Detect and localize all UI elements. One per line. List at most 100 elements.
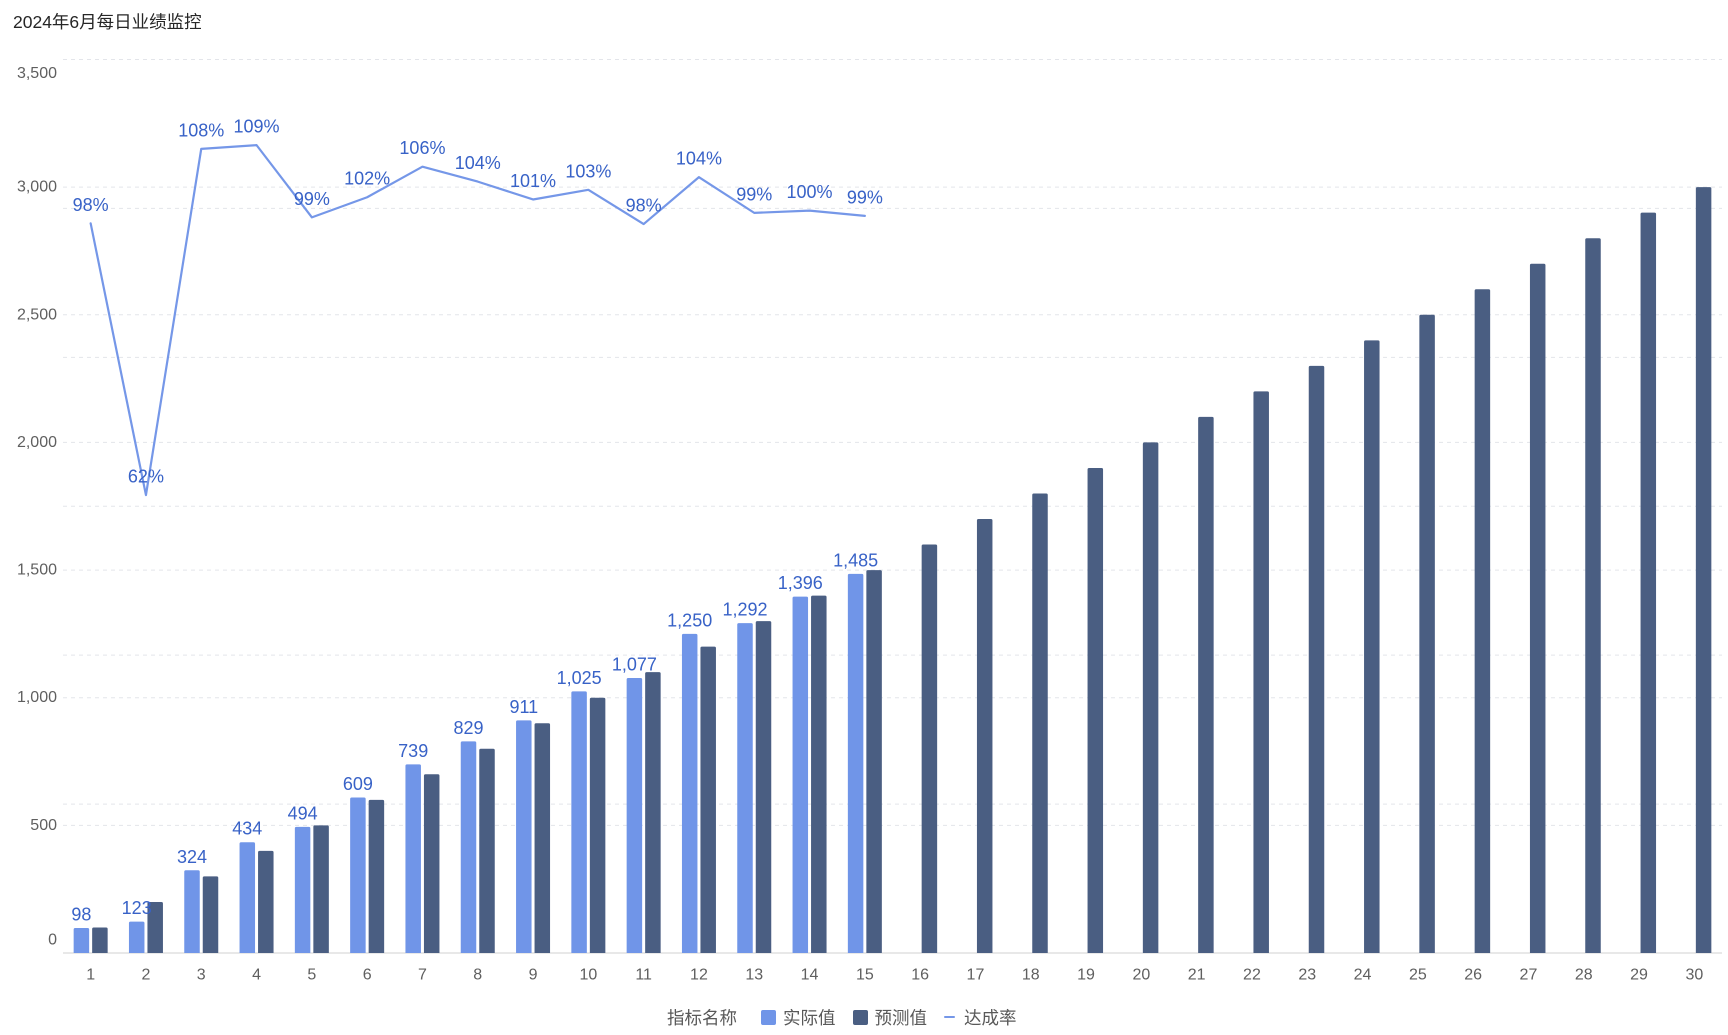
rate-point-day-10 — [585, 187, 591, 193]
bar-label-actual-day-12: 1,250 — [667, 610, 712, 630]
legend-swatch-actual — [761, 1009, 776, 1025]
x-tick-label: 17 — [967, 967, 985, 984]
legend-item-rate[interactable]: 达成率 — [944, 1005, 1017, 1030]
legend-swatch-forecast — [852, 1009, 868, 1025]
legend-item-forecast[interactable]: 预测值 — [852, 1005, 927, 1030]
x-tick-label: 3 — [197, 967, 206, 984]
rate-point-day-12 — [696, 174, 702, 180]
bar-forecast-day-25 — [1419, 314, 1435, 953]
bar-label-actual-day-11: 1,077 — [612, 655, 657, 675]
rate-label-day-9: 101% — [510, 171, 556, 191]
x-tick-label: 24 — [1354, 967, 1372, 984]
bar-actual-day-14 — [792, 596, 809, 953]
bar-forecast-day-10 — [589, 697, 606, 953]
bar-label-actual-day-6: 609 — [343, 774, 373, 794]
bar-series-forecast — [92, 187, 1712, 954]
x-tick-label: 20 — [1132, 967, 1150, 984]
x-axis-labels: 1 2 3 4 5 6 7 8 9 10 11 12 13 14 15 16 17 18 19 20 21 22 23 24 2… — [86, 967, 1703, 984]
bar-actual-day-15 — [847, 573, 864, 953]
rate-label-day-3: 108% — [178, 120, 224, 140]
x-tick-label: 25 — [1409, 967, 1427, 984]
bar-label-actual-day-15: 1,485 — [833, 550, 878, 570]
rate-label-day-4: 109% — [234, 117, 280, 137]
bar-label-actual-day-4: 434 — [232, 819, 262, 839]
bar-forecast-day-1 — [92, 927, 108, 953]
bar-forecast-day-12 — [700, 646, 716, 953]
rate-label-day-6: 102% — [344, 169, 390, 189]
bar-actual-day-7 — [405, 764, 421, 953]
bar-label-actual-day-3: 324 — [177, 847, 207, 867]
bar-actual-day-11 — [626, 678, 643, 953]
bar-label-actual-day-13: 1,292 — [722, 600, 767, 620]
rate-point-day-4 — [254, 142, 260, 148]
x-tick-label: 28 — [1575, 967, 1593, 984]
rate-point-day-1 — [88, 220, 94, 226]
rate-point-day-14 — [807, 208, 813, 214]
x-tick-label: 4 — [252, 967, 261, 984]
bar-forecast-day-11 — [645, 672, 661, 953]
rate-label-day-1: 98% — [73, 195, 109, 215]
x-tick-label: 1 — [86, 967, 95, 984]
rate-point-day-6 — [364, 194, 370, 200]
y-tick-label: 1,000 — [17, 689, 57, 706]
rate-point-day-7 — [419, 164, 425, 170]
legend-label-actual: 实际值 — [783, 1007, 836, 1028]
bar-forecast-day-17 — [976, 519, 993, 953]
bar-actual-day-9 — [516, 720, 532, 953]
bar-actual-day-6 — [350, 797, 366, 953]
x-tick-label: 21 — [1188, 967, 1206, 984]
bar-label-actual-day-14: 1,396 — [778, 573, 823, 593]
bar-forecast-day-21 — [1198, 416, 1214, 953]
legend-swatch-rate — [944, 1016, 955, 1018]
rate-point-day-2 — [143, 492, 149, 498]
bar-forecast-day-29 — [1640, 212, 1657, 953]
bar-forecast-day-19 — [1087, 467, 1104, 953]
bar-forecast-day-3 — [202, 876, 219, 953]
data-labels: 98 123 324 434 494 609 739 829 911 1,025 1,077 1,25… — [71, 117, 882, 925]
bar-forecast-day-14 — [811, 595, 827, 953]
rate-line-series — [88, 142, 866, 498]
x-tick-label: 30 — [1685, 967, 1703, 984]
y-tick-label: 2,000 — [17, 434, 57, 451]
bar-forecast-day-27 — [1529, 263, 1546, 953]
x-tick-label: 9 — [529, 967, 538, 984]
x-tick-label: 6 — [363, 967, 372, 984]
bar-forecast-day-4 — [258, 850, 274, 953]
rate-point-day-5 — [309, 214, 315, 220]
y-tick-label: 500 — [30, 817, 57, 834]
gridlines — [63, 59, 1722, 826]
bar-forecast-day-13 — [755, 621, 772, 953]
bar-actual-day-10 — [571, 691, 587, 953]
bar-forecast-day-6 — [368, 799, 385, 953]
bar-forecast-day-23 — [1308, 365, 1325, 953]
legend: 指标名称 实际值 预测值 达成率 — [667, 1005, 1017, 1029]
x-tick-label: 11 — [635, 967, 652, 984]
bar-actual-day-3 — [184, 870, 200, 953]
y-tick-label: 3,500 — [17, 65, 57, 82]
rate-label-day-5: 99% — [294, 189, 330, 209]
y-tick-label: 3,000 — [17, 179, 57, 196]
bar-label-actual-day-2: 123 — [122, 898, 152, 918]
bar-actual-day-8 — [460, 741, 477, 953]
legend-item-actual[interactable]: 实际值 — [761, 1005, 836, 1030]
bar-forecast-day-9 — [534, 723, 551, 953]
bar-actual-day-5 — [294, 826, 311, 953]
bar-forecast-day-2 — [147, 901, 163, 953]
bar-actual-day-13 — [737, 623, 753, 953]
bar-label-actual-day-10: 1,025 — [557, 668, 602, 688]
x-tick-label: 7 — [418, 967, 427, 984]
x-tick-label: 27 — [1520, 967, 1538, 984]
rate-label-day-11: 98% — [626, 196, 662, 216]
bar-forecast-day-8 — [479, 748, 495, 953]
bar-forecast-day-30 — [1695, 187, 1712, 954]
x-tick-label: 16 — [911, 967, 929, 984]
bar-forecast-day-28 — [1585, 238, 1601, 953]
rate-label-day-8: 104% — [455, 153, 501, 173]
rate-label-day-15: 99% — [847, 187, 883, 207]
rate-point-day-11 — [641, 221, 647, 227]
x-tick-label: 8 — [473, 967, 482, 984]
y-tick-label: 2,500 — [17, 306, 57, 323]
bar-label-actual-day-8: 829 — [453, 718, 483, 738]
rate-label-day-2: 62% — [128, 467, 164, 487]
rate-point-day-13 — [751, 210, 757, 216]
